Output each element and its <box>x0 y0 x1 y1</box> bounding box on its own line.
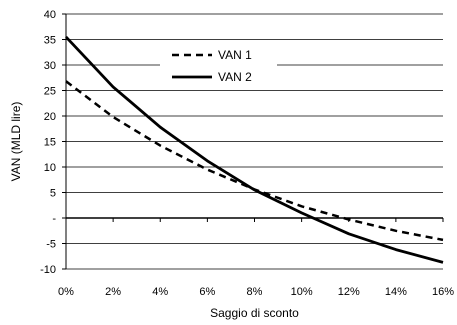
y-tick-label-5: 15 <box>44 137 56 149</box>
x-tick-label-4: 8% <box>247 286 263 298</box>
y-tick-label-2: 30 <box>44 60 56 72</box>
y-tick-label-1: 35 <box>44 35 56 47</box>
y-tick-label-4: 20 <box>44 111 56 123</box>
x-tick-label-0: 0% <box>58 286 74 298</box>
y-tick-label-8: - <box>52 213 56 225</box>
series-line-van-1 <box>65 80 444 242</box>
x-tick-label-6: 12% <box>338 286 360 298</box>
x-tick-label-5: 10% <box>291 286 313 298</box>
x-tick-labels: 0% 2% 4% 6% 8% 10% 12% 14% 16% <box>58 286 454 298</box>
y-tick-labels: 40 35 30 25 20 15 10 5 - -5 -10 <box>40 9 56 276</box>
y-axis-title: VAN (MLD lire) <box>9 102 23 182</box>
axes <box>62 13 444 270</box>
x-tick-label-3: 6% <box>199 286 215 298</box>
legend: VAN 1 VAN 2 <box>160 42 277 88</box>
legend-label-1: VAN 2 <box>218 70 252 84</box>
y-tick-label-7: 5 <box>50 188 56 200</box>
y-tick-label-6: 10 <box>44 162 56 174</box>
y-tick-label-3: 25 <box>44 86 56 98</box>
x-tick-label-8: 16% <box>432 286 454 298</box>
series-line-van-2 <box>64 35 444 264</box>
y-tick-label-9: -5 <box>46 239 56 251</box>
legend-background <box>160 42 277 88</box>
y-tick-label-10: -10 <box>40 264 56 276</box>
y-tick-label-0: 40 <box>44 9 56 21</box>
series-lines <box>64 35 444 264</box>
x-tick-label-2: 4% <box>152 286 168 298</box>
legend-label-0: VAN 1 <box>218 48 252 62</box>
x-tick-label-1: 2% <box>105 286 121 298</box>
x-axis-title: Saggio di sconto <box>210 306 299 320</box>
x-tick-label-7: 14% <box>385 286 407 298</box>
